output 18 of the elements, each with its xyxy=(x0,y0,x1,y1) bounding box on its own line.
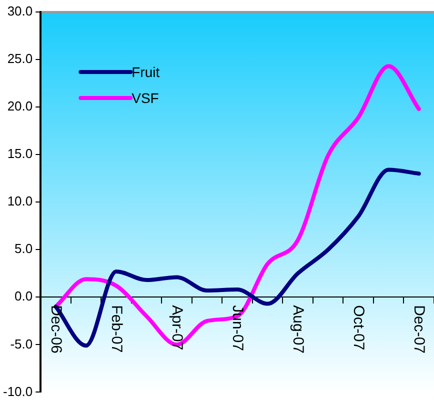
x-tick-label: Oct-07 xyxy=(350,305,368,350)
y-tick-label: 20.0 xyxy=(7,98,33,114)
legend-label: Fruit xyxy=(132,64,160,80)
y-tick-label: 30.0 xyxy=(7,4,33,19)
x-tick-label: Jun-07 xyxy=(229,305,246,352)
x-tick-label: Feb-07 xyxy=(108,305,126,353)
x-tick-label: Dec-06 xyxy=(48,305,65,354)
y-tick-label: 0.0 xyxy=(14,288,33,304)
y-tick-label: 10.0 xyxy=(7,194,33,209)
y-tick-label: 5.0 xyxy=(14,241,33,256)
legend-label: VSF xyxy=(132,90,159,106)
y-tick-label: 25.0 xyxy=(7,51,33,66)
y-tick-label: 15.0 xyxy=(7,146,33,162)
x-tick-label: Apr-07 xyxy=(168,305,186,350)
y-tick-label: -5.0 xyxy=(10,336,33,352)
y-tick-label: -10.0 xyxy=(2,384,33,399)
x-tick-label: Dec-07 xyxy=(410,305,428,354)
x-tick-label: Aug-07 xyxy=(290,305,307,354)
